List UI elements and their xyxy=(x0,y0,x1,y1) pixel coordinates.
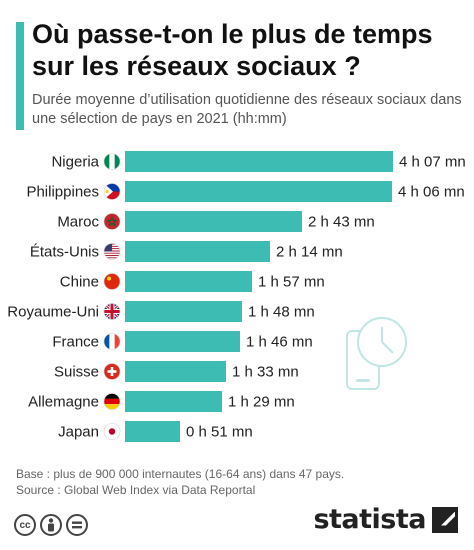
nigeria-flag-icon xyxy=(103,153,121,170)
bar xyxy=(125,211,302,232)
category-label: États-Unis xyxy=(30,244,99,261)
category-label: Chine xyxy=(60,274,99,291)
statista-mark-icon xyxy=(432,506,458,533)
chart-subtitle: Durée moyenne d’utilisation quotidienne … xyxy=(32,92,462,127)
switzerland-flag-icon xyxy=(103,363,121,380)
title-accent-bar xyxy=(16,22,24,130)
bar xyxy=(125,391,222,412)
bar xyxy=(125,181,392,202)
license-icons: cc xyxy=(14,514,88,536)
category-label: France xyxy=(52,334,99,351)
bar xyxy=(125,241,270,262)
bar xyxy=(125,151,393,172)
statista-logo[interactable]: statista xyxy=(313,504,458,535)
china-flag-icon xyxy=(103,273,121,290)
bar xyxy=(125,331,240,352)
usa-flag-icon xyxy=(103,243,121,260)
bar xyxy=(125,361,226,382)
germany-flag-icon xyxy=(103,393,121,410)
value-label: 1 h 29 mn xyxy=(228,394,295,411)
category-label: Japan xyxy=(58,424,99,441)
japan-flag-icon xyxy=(103,423,121,440)
bar xyxy=(125,421,180,442)
value-label: 2 h 43 mn xyxy=(308,214,375,231)
phone-clock-icon xyxy=(346,317,407,390)
bar xyxy=(125,301,242,322)
value-label: 1 h 48 mn xyxy=(248,304,315,321)
uk-flag-icon xyxy=(103,303,121,320)
footnote-base: Base : plus de 900 000 internautes (16-6… xyxy=(16,467,345,481)
morocco-flag-icon xyxy=(103,213,121,230)
category-label: Nigeria xyxy=(51,154,99,171)
value-label: 1 h 46 mn xyxy=(246,334,313,351)
by-icon[interactable] xyxy=(40,514,62,536)
value-label: 1 h 57 mn xyxy=(258,274,325,291)
category-label: Maroc xyxy=(57,214,99,231)
cc-icon[interactable]: cc xyxy=(14,514,36,536)
philippines-flag-icon xyxy=(103,183,121,200)
footnote-source: Source : Global Web Index via Data Repor… xyxy=(16,483,256,497)
category-label: Allemagne xyxy=(28,394,99,411)
value-label: 1 h 33 mn xyxy=(232,364,299,381)
value-label: 0 h 51 mn xyxy=(186,424,253,441)
nd-icon[interactable] xyxy=(66,514,88,536)
chart-title: Où passe-t-on le plus de temps sur les r… xyxy=(32,19,433,81)
bar xyxy=(125,271,252,292)
france-flag-icon xyxy=(103,333,121,350)
brand-name: statista xyxy=(313,504,426,535)
value-label: 2 h 14 mn xyxy=(276,244,343,261)
value-label: 4 h 07 mn xyxy=(399,154,466,171)
value-label: 4 h 06 mn xyxy=(398,184,465,201)
category-label: Philippines xyxy=(26,184,99,201)
category-label: Suisse xyxy=(54,364,99,381)
category-label: Royaume-Uni xyxy=(7,304,99,321)
